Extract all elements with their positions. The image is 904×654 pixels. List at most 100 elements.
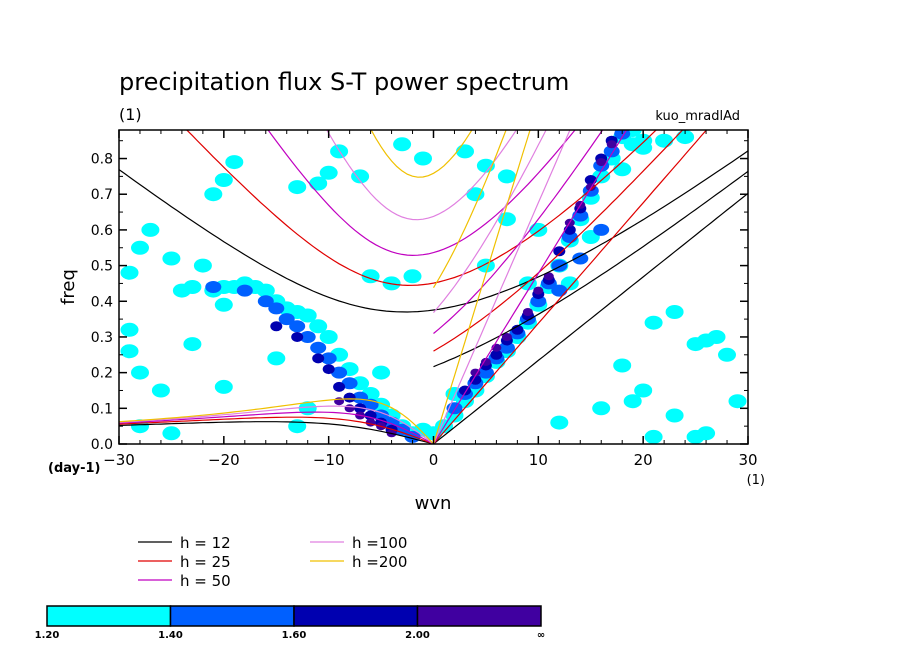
colorbar: 1.20 1.40 1.60 2.00 ∞	[35, 605, 545, 641]
x-tick-label: 20	[634, 451, 653, 469]
contour-cell-level-3	[501, 333, 512, 341]
dispersion-curve-h12	[119, 150, 748, 313]
x-tick-label: −10	[313, 451, 345, 469]
contour-cell-level-3	[334, 397, 345, 406]
contour-cell-level-1	[278, 313, 295, 326]
dispersion-curve-h200	[119, 398, 434, 444]
contour-cell-level-0	[288, 180, 307, 195]
colorbar-swatch	[46, 605, 172, 627]
contour-cell-level-0	[718, 347, 736, 362]
contour-cell-level-0	[613, 358, 632, 373]
contour-cell-level-1	[373, 409, 390, 422]
x-tick-label: 10	[529, 451, 548, 469]
contour-cell-level-0	[214, 379, 233, 394]
contour-cell-level-2	[469, 374, 482, 385]
dispersion-curve-h200	[432, 130, 507, 289]
y-tick-label: 0.1	[91, 401, 113, 417]
dispersion-curve-h50	[432, 130, 628, 444]
contour-cell-level-0	[634, 383, 653, 398]
y-tick-label: 0.4	[91, 294, 113, 310]
contour-cell-level-0	[225, 155, 244, 170]
subtitle-left: (1)	[119, 105, 142, 124]
contour-cell-level-0	[466, 187, 485, 202]
contour-cell-level-2	[291, 332, 304, 342]
contour-cell-level-1	[341, 377, 358, 390]
legend-label: h = 12	[180, 534, 231, 552]
contour-cell-level-0	[676, 130, 695, 145]
contour-cell-level-0	[497, 212, 516, 227]
contour-cell-level-1	[614, 130, 631, 140]
contour-cell-level-3	[533, 286, 544, 295]
dispersion-curve-h200	[370, 130, 473, 178]
colorbar-swatch	[169, 605, 295, 627]
y-tick-label: 0.2	[91, 366, 113, 382]
y-tick-label: 0.0	[91, 437, 113, 453]
contour-cell-level-1	[310, 341, 327, 354]
contour-cell-level-0	[623, 394, 642, 409]
contour-cell-level-2	[553, 246, 566, 257]
contour-cell-level-0	[120, 265, 139, 280]
contour-cell-level-0	[697, 426, 716, 441]
contour-cell-level-0	[634, 140, 653, 155]
contour-cell-level-1	[331, 366, 348, 379]
contour-cell-level-0	[644, 429, 663, 444]
dispersion-curve-h25	[119, 416, 434, 444]
legend-label: h =100	[352, 534, 407, 552]
x-axis: −30 −20 −10 0 10 20 30	[103, 130, 758, 469]
contour-cell-level-3	[365, 418, 376, 427]
legend-label: h = 25	[180, 553, 231, 571]
dispersion-curve-h12	[433, 170, 748, 368]
y-tick-label: 0.7	[91, 187, 113, 203]
contour-cell-level-1	[477, 366, 494, 379]
y-axis: 0.0 0.1 0.2 0.3 0.4 0.5 0.6 0.7 0.8	[91, 140, 748, 453]
dispersion-curve-h50	[119, 411, 434, 444]
dispersion-curve-h50	[433, 130, 604, 334]
contour-cell-level-0	[707, 330, 726, 344]
contour-cell-level-1	[320, 352, 337, 365]
y-axis-label: freq	[58, 269, 79, 305]
colorbar-tick-label: ∞	[537, 630, 545, 641]
contour-cell-level-1	[257, 295, 274, 308]
contour-cell-level-0	[613, 162, 632, 177]
contour-cell-level-0	[319, 165, 338, 180]
contour-cell-level-1	[289, 320, 306, 333]
contour-cell-level-0	[193, 258, 212, 273]
contour-cell-level-0	[183, 337, 202, 352]
contour-cell-level-0	[655, 133, 674, 148]
contour-cell-level-0	[529, 222, 548, 237]
dispersion-curve-h200	[432, 130, 531, 444]
contour-cell-level-0	[644, 315, 663, 330]
dispersion-curve-h25	[433, 130, 684, 352]
contour-cell-level-0	[456, 144, 474, 159]
colorbar-tick-label: 1.20	[35, 630, 60, 641]
contour-cell-level-3	[522, 308, 533, 316]
contour-cell-level-1	[205, 281, 222, 293]
contour-cell-level-2	[322, 364, 335, 375]
contour-cell-level-1	[268, 302, 285, 315]
contour-cell-level-0	[141, 222, 160, 237]
legend-label: h = 50	[180, 572, 231, 590]
contour-cell-level-0	[131, 240, 149, 255]
contour-cell-level-1	[572, 252, 589, 265]
x-tick-label: −30	[103, 451, 135, 469]
contour-cell-level-0	[131, 365, 149, 380]
contour-cell-level-0	[665, 408, 684, 423]
contour-cell-level-3	[606, 140, 617, 149]
chart-title: precipitation flux S-T power spectrum	[119, 68, 569, 96]
x-tick-label: 0	[429, 451, 439, 469]
contour-cell-level-0	[372, 365, 391, 380]
contour-cell-level-3	[543, 272, 554, 281]
contour-cell-level-0	[686, 337, 705, 352]
dispersion-curve-h25	[433, 130, 708, 444]
contour-cell-level-2	[270, 321, 283, 332]
contour-cell-level-3	[344, 404, 355, 413]
contour-cell-level-2	[333, 381, 346, 392]
x-tick-label: 30	[738, 451, 757, 469]
contour-cell-level-0	[592, 401, 611, 416]
x-unit-label: (1)	[747, 473, 765, 488]
contour-cell-level-0	[403, 269, 422, 284]
dispersion-curve-h12	[119, 421, 434, 444]
y-tick-label: 0.5	[91, 259, 113, 275]
